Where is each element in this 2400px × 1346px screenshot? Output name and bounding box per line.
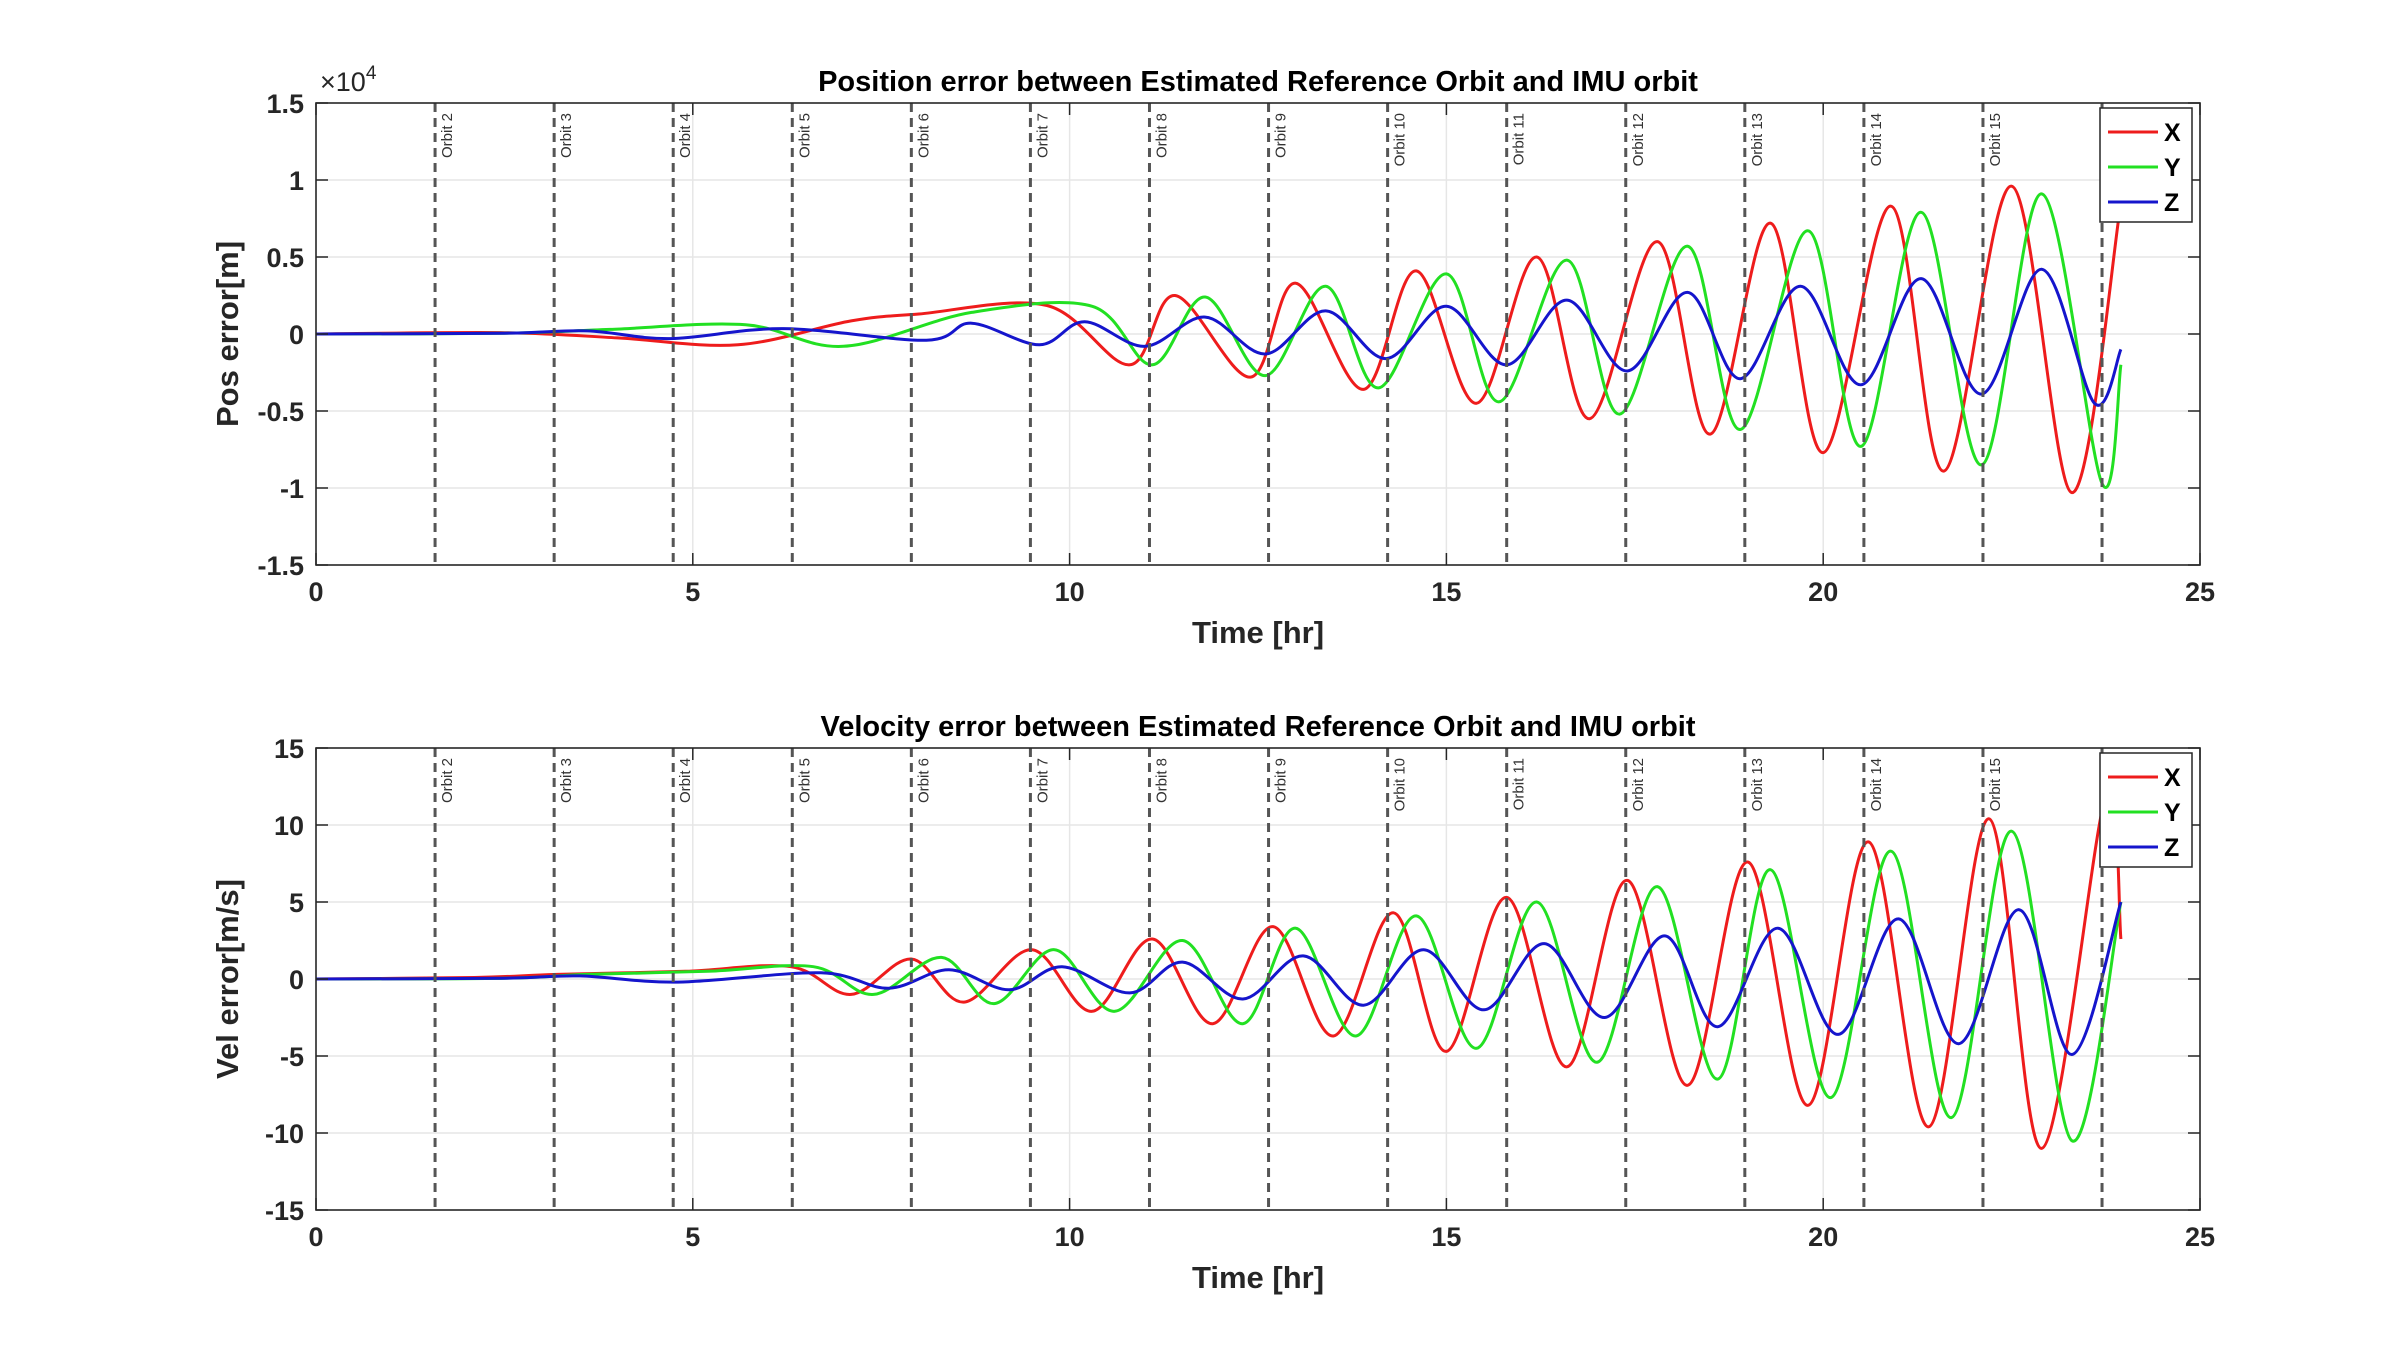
x-tick-label: 15 (1431, 1222, 1461, 1252)
x-tick-label: 20 (1808, 577, 1838, 607)
series-line-y (315, 829, 2123, 1143)
chart-title: Velocity error between Estimated Referen… (820, 711, 1695, 743)
orbit-marker-label: Orbit 14 (1868, 758, 1885, 811)
x-tick-label: 20 (1808, 1222, 1838, 1252)
orbit-marker-label: Orbit 9 (1273, 113, 1290, 158)
orbit-marker-label: Orbit 2 (439, 758, 456, 803)
x-tick-label: 15 (1431, 577, 1461, 607)
orbit-marker-label: Orbit 13 (1749, 113, 1766, 166)
y-axis-label: Vel error[m/s] (210, 879, 245, 1079)
series-group (315, 789, 2123, 1150)
y-tick-label: 1 (289, 166, 304, 196)
y-tick-label: -1.5 (257, 551, 304, 581)
orbit-marker-label: Orbit 4 (677, 758, 694, 803)
y-tick-label: -1 (280, 474, 304, 504)
x-tick-label: 5 (685, 1222, 700, 1252)
legend: XYZ (2099, 107, 2193, 223)
orbit-marker-label: Orbit 8 (1153, 113, 1170, 158)
x-tick-label: 10 (1055, 1222, 1085, 1252)
orbit-marker-label: Orbit 5 (796, 758, 813, 803)
series-line-x (315, 789, 2123, 1150)
orbit-marker-label: Orbit 8 (1153, 758, 1170, 803)
orbit-marker-label: Orbit 7 (1034, 113, 1051, 158)
x-axis-label: Time [hr] (1192, 1260, 1324, 1295)
orbit-marker-label: Orbit 11 (1511, 113, 1528, 165)
legend: XYZ (2099, 752, 2193, 868)
y-exponent-power: 4 (366, 63, 377, 84)
series-line-z (315, 901, 2123, 1057)
y-exponent-label: ×104 (320, 63, 377, 97)
y-tick-label: 0 (289, 965, 304, 995)
y-tick-label: 15 (274, 734, 304, 764)
legend-label-x: X (2164, 764, 2181, 792)
orbit-marker-label: Orbit 13 (1749, 758, 1766, 811)
y-tick-label: 0.5 (266, 243, 304, 273)
y-exponent-base: ×10 (320, 67, 366, 97)
y-tick-label: 0 (289, 320, 304, 350)
y-tick-label: 1.5 (266, 89, 304, 119)
series-line-z (315, 267, 2123, 407)
legend-label-y: Y (2164, 154, 2181, 182)
orbit-marker-label: Orbit 6 (915, 758, 932, 803)
y-tick-label: -15 (265, 1196, 304, 1226)
series-group (315, 184, 2123, 495)
orbit-marker-label: Orbit 12 (1630, 758, 1647, 811)
orbit-marker-label: Orbit 6 (915, 113, 932, 158)
orbit-marker-label: Orbit 3 (558, 113, 575, 158)
orbit-marker-label: Orbit 7 (1034, 758, 1051, 803)
orbit-marker-label: Orbit 10 (1392, 758, 1409, 811)
x-tick-label: 5 (685, 577, 700, 607)
y-tick-label: 5 (289, 888, 304, 918)
x-axis-label: Time [hr] (1192, 615, 1324, 650)
legend-label-z: Z (2164, 189, 2179, 217)
orbit-marker-label: Orbit 5 (796, 113, 813, 158)
orbit-marker-label: Orbit 11 (1511, 758, 1528, 810)
orbit-marker-label: Orbit 15 (1987, 113, 2004, 166)
orbit-marker-label: Orbit 12 (1630, 113, 1647, 166)
legend-label-z: Z (2164, 834, 2179, 862)
velocity-error-chart: Orbit 2 Orbit 3 Orbit 4 Orbit 5 Orbit 6 Orbit… (210, 711, 2215, 1295)
orbit-marker-label: Orbit 3 (558, 758, 575, 803)
x-tick-label: 10 (1055, 577, 1085, 607)
position-error-chart: Orbit 2 Orbit 3 Orbit 4 Orbit 5 Orbit 6 Orbit… (210, 63, 2215, 650)
orbit-marker-label: Orbit 10 (1392, 113, 1409, 166)
orbit-marker-label: Orbit 4 (677, 113, 694, 158)
y-tick-label: -0.5 (257, 397, 304, 427)
x-tick-label: 25 (2185, 577, 2215, 607)
series-line-x (315, 184, 2123, 495)
orbit-marker-label: Orbit 2 (439, 113, 456, 158)
series-line-y (315, 192, 2123, 489)
legend-label-x: X (2164, 119, 2181, 147)
chart-title: Position error between Estimated Referen… (818, 66, 1698, 98)
y-tick-label: -5 (280, 1042, 304, 1072)
orbit-marker-label: Orbit 9 (1273, 758, 1290, 803)
orbit-marker-label: Orbit 14 (1868, 113, 1885, 166)
y-tick-label: -10 (265, 1119, 304, 1149)
y-axis-label: Pos error[m] (210, 241, 245, 427)
y-tick-label: 10 (274, 811, 304, 841)
legend-label-y: Y (2164, 799, 2181, 827)
x-tick-label: 25 (2185, 1222, 2215, 1252)
x-tick-label: 0 (308, 577, 323, 607)
orbit-marker-label: Orbit 15 (1987, 758, 2004, 811)
x-tick-label: 0 (308, 1222, 323, 1252)
